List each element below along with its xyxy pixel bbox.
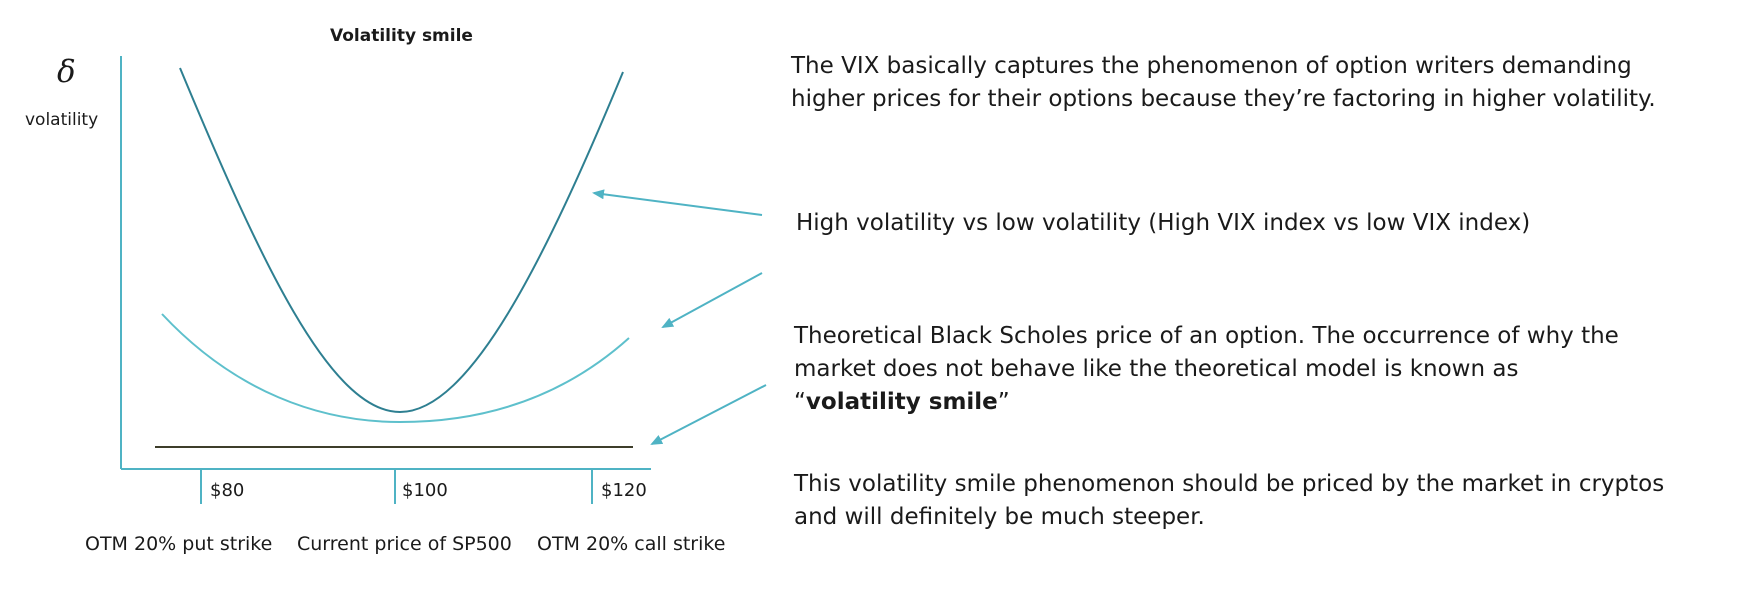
arrow-black-scholes bbox=[661, 272, 763, 328]
chart-title: Volatility smile bbox=[330, 26, 473, 46]
vix-explanation-text: The VIX basically captures the phenomeno… bbox=[791, 53, 1656, 112]
delta-symbol: δ bbox=[57, 54, 76, 90]
volatility-smile-term: volatility smile bbox=[805, 389, 998, 415]
y-axis-label: volatility bbox=[25, 110, 99, 130]
black-scholes-text-end: ” bbox=[997, 389, 1010, 415]
tick-label-120: $120 bbox=[601, 480, 647, 501]
high-vs-low-volatility-text: High volatility vs low volatility (High … bbox=[796, 210, 1531, 236]
crypto-pricing-text: This volatility smile phenomenon should … bbox=[794, 471, 1665, 530]
shallow-smile-curve bbox=[161, 313, 630, 424]
caption-put-strike: OTM 20% put strike bbox=[85, 533, 273, 555]
tick-label-80: $80 bbox=[210, 480, 245, 501]
black-scholes-text: Theoretical Black Scholes price of an op… bbox=[794, 320, 1644, 419]
arrow-flat-line bbox=[650, 384, 767, 445]
caption-current-price: Current price of SP500 bbox=[297, 533, 512, 555]
caption-call-strike: OTM 20% call strike bbox=[537, 533, 726, 555]
arrow-high-vs-low bbox=[592, 189, 763, 216]
tick-label-100: $100 bbox=[402, 480, 448, 501]
steep-smile-curve bbox=[179, 67, 624, 414]
black-scholes-text-start: Theoretical Black Scholes price of an op… bbox=[794, 323, 1619, 415]
